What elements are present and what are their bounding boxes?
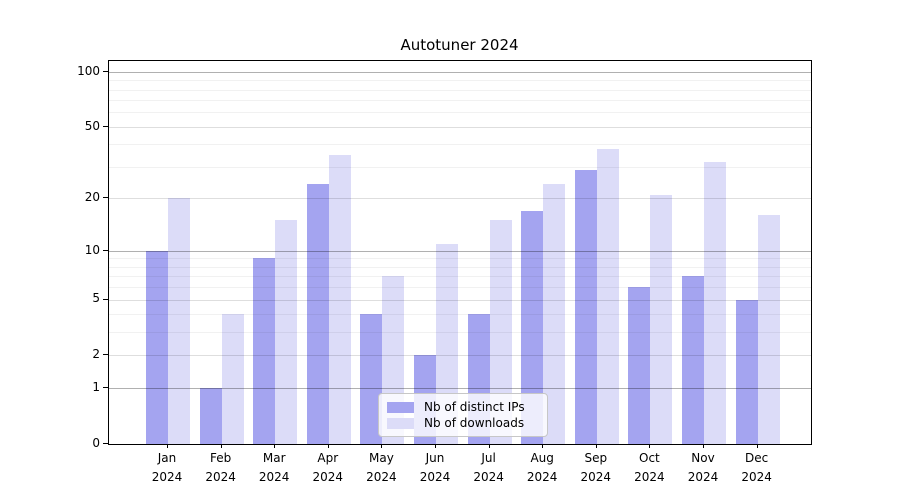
y-tick-mark bbox=[103, 298, 108, 300]
y-tick-label-5: 5 bbox=[92, 291, 100, 306]
bar-downloads-feb bbox=[221, 314, 244, 444]
bar-downloads-nov bbox=[704, 161, 726, 444]
x-tick-label-nov: Nov 2024 bbox=[687, 451, 719, 484]
x-tick-label-may: May 2024 bbox=[366, 451, 397, 484]
bar-downloads-jul bbox=[489, 220, 512, 444]
gridline-3 bbox=[109, 332, 811, 334]
bar-distinct-ips-sep bbox=[574, 169, 597, 444]
x-tick-label-jan: Jan 2024 bbox=[151, 451, 183, 484]
x-tick-mark bbox=[595, 444, 597, 448]
y-tick-mark bbox=[103, 354, 108, 356]
gridline-40 bbox=[109, 144, 811, 146]
gridline-9 bbox=[109, 258, 811, 260]
gridline-5 bbox=[109, 299, 811, 301]
bar-distinct-ips-may bbox=[360, 314, 383, 444]
y-tick-mark bbox=[103, 197, 108, 199]
gridline-20 bbox=[109, 198, 811, 200]
x-tick-label-apr: Apr 2024 bbox=[312, 451, 344, 484]
bar-downloads-jan bbox=[168, 198, 190, 444]
y-tick-mark bbox=[103, 249, 108, 251]
bar-distinct-ips-feb bbox=[199, 388, 222, 444]
x-tick-label-jul: Jul 2024 bbox=[473, 451, 504, 484]
legend: Nb of distinct IPs Nb of downloads bbox=[378, 393, 548, 437]
y-tick-mark bbox=[103, 125, 108, 127]
x-tick-label-sep: Sep 2024 bbox=[580, 451, 612, 484]
y-tick-label-0: 0 bbox=[92, 436, 100, 450]
bar-downloads-oct bbox=[650, 194, 673, 444]
gridline-60 bbox=[109, 112, 811, 114]
x-tick-mark bbox=[542, 444, 544, 448]
legend-swatch-distinct-ips bbox=[387, 401, 414, 413]
x-tick-label-feb: Feb 2024 bbox=[205, 451, 236, 484]
x-tick-mark bbox=[381, 444, 383, 448]
bar-downloads-sep bbox=[596, 148, 619, 444]
x-tick-mark bbox=[488, 444, 490, 448]
bar-distinct-ips-mar bbox=[253, 258, 276, 444]
bar-distinct-ips-jan bbox=[146, 250, 168, 444]
x-tick-mark bbox=[703, 444, 704, 448]
gridline-4 bbox=[109, 314, 811, 316]
legend-label-downloads: Nb of downloads bbox=[424, 416, 525, 430]
y-tick-label-10: 10 bbox=[84, 242, 100, 257]
gridline-30 bbox=[109, 167, 811, 168]
bar-distinct-ips-aug bbox=[521, 210, 544, 444]
y-tick-mark bbox=[103, 70, 108, 72]
y-tick-label-100: 100 bbox=[77, 63, 100, 78]
y-tick-label-50: 50 bbox=[84, 118, 100, 133]
x-tick-label-mar: Mar 2024 bbox=[258, 451, 290, 484]
bar-distinct-ips-dec bbox=[735, 299, 758, 444]
gridline-50 bbox=[109, 126, 811, 128]
gridline-8 bbox=[109, 266, 811, 268]
bar-distinct-ips-nov bbox=[682, 276, 704, 444]
legend-label-distinct-ips: Nb of distinct IPs bbox=[424, 400, 525, 414]
x-tick-label-dec: Dec 2024 bbox=[741, 451, 772, 484]
gridline-2 bbox=[109, 355, 811, 357]
legend-item-downloads: Nb of downloads bbox=[387, 415, 539, 431]
y-tick-label-1: 1 bbox=[92, 380, 100, 395]
x-tick-mark bbox=[274, 444, 276, 448]
x-tick-mark bbox=[435, 444, 436, 448]
x-tick-label-jun: Jun 2024 bbox=[419, 451, 451, 484]
legend-item-distinct-ips: Nb of distinct IPs bbox=[387, 399, 539, 415]
gridline-1 bbox=[109, 388, 811, 390]
gridline-70 bbox=[109, 100, 811, 102]
legend-swatch-downloads bbox=[387, 417, 414, 429]
x-tick-mark bbox=[327, 444, 329, 448]
y-tick-mark bbox=[103, 387, 108, 389]
x-tick-mark bbox=[756, 444, 758, 448]
bar-distinct-ips-apr bbox=[306, 184, 329, 444]
bar-downloads-aug bbox=[543, 184, 566, 444]
gridline-100 bbox=[109, 71, 811, 73]
bar-downloads-mar bbox=[275, 220, 298, 444]
gridline-90 bbox=[109, 80, 811, 82]
bar-downloads-apr bbox=[328, 154, 351, 444]
gridline-80 bbox=[109, 89, 811, 91]
y-tick-label-20: 20 bbox=[84, 190, 100, 205]
x-tick-label-oct: Oct 2024 bbox=[634, 451, 665, 484]
chart-title: Autotuner 2024 bbox=[400, 36, 519, 54]
x-tick-label-aug: Aug 2024 bbox=[526, 451, 558, 484]
x-tick-mark bbox=[167, 444, 168, 448]
y-tick-mark bbox=[103, 443, 108, 444]
plot-area bbox=[108, 60, 812, 445]
bar-downloads-dec bbox=[757, 215, 780, 444]
x-tick-mark bbox=[649, 444, 651, 448]
y-tick-label-2: 2 bbox=[92, 347, 100, 362]
gridline-7 bbox=[109, 276, 811, 278]
x-tick-mark bbox=[220, 444, 222, 448]
gridline-6 bbox=[109, 287, 811, 288]
bar-distinct-ips-oct bbox=[628, 287, 651, 444]
gridline-10 bbox=[109, 250, 811, 252]
